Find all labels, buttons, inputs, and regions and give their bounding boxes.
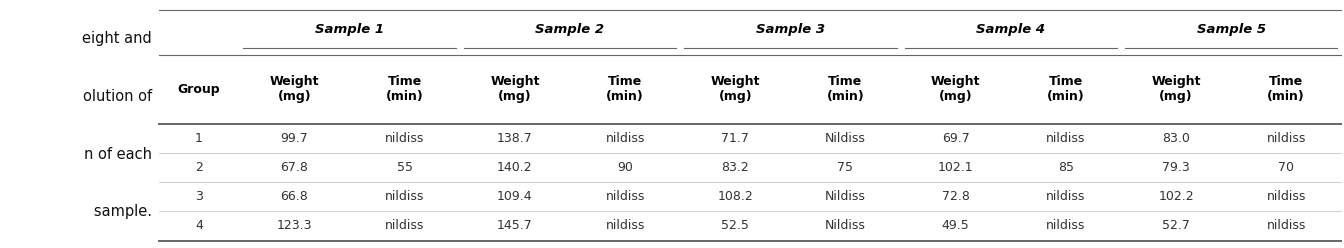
Text: 71.7: 71.7 <box>722 132 749 145</box>
Text: Weight
(mg): Weight (mg) <box>931 75 980 103</box>
Text: 3: 3 <box>195 190 203 203</box>
Text: nildiss: nildiss <box>605 132 645 145</box>
Text: Weight
(mg): Weight (mg) <box>1152 75 1200 103</box>
Text: 79.3: 79.3 <box>1163 161 1189 174</box>
Text: Weight
(mg): Weight (mg) <box>491 75 540 103</box>
Text: 90: 90 <box>617 161 633 174</box>
Text: Time
(min): Time (min) <box>606 75 644 103</box>
Text: Nildiss: Nildiss <box>825 190 866 203</box>
Text: 108.2: 108.2 <box>718 190 753 203</box>
Text: nildiss: nildiss <box>605 190 645 203</box>
Text: nildiss: nildiss <box>1046 219 1086 232</box>
Text: 72.8: 72.8 <box>942 190 969 203</box>
Text: 49.5: 49.5 <box>942 219 969 232</box>
Text: nildiss: nildiss <box>1046 132 1086 145</box>
Text: 52.7: 52.7 <box>1163 219 1189 232</box>
Text: nildiss: nildiss <box>384 132 425 145</box>
Text: Time
(min): Time (min) <box>827 75 864 103</box>
Text: 102.2: 102.2 <box>1159 190 1193 203</box>
Text: Sample 5: Sample 5 <box>1196 23 1266 36</box>
Text: nildiss: nildiss <box>1266 190 1306 203</box>
Text: 66.8: 66.8 <box>281 190 308 203</box>
Text: Time
(min): Time (min) <box>1047 75 1085 103</box>
Text: 75: 75 <box>837 161 853 174</box>
Text: n of each: n of each <box>83 147 152 161</box>
Text: nildiss: nildiss <box>384 190 425 203</box>
Text: Sample 3: Sample 3 <box>755 23 825 36</box>
Text: nildiss: nildiss <box>1266 219 1306 232</box>
Text: 2: 2 <box>195 161 203 174</box>
Text: 123.3: 123.3 <box>277 219 312 232</box>
Text: Group: Group <box>177 83 220 96</box>
Text: nildiss: nildiss <box>1266 132 1306 145</box>
Text: nildiss: nildiss <box>1046 190 1086 203</box>
Text: 109.4: 109.4 <box>497 190 532 203</box>
Text: sample.: sample. <box>79 204 152 219</box>
Text: 83.2: 83.2 <box>722 161 749 174</box>
Text: 102.1: 102.1 <box>938 161 973 174</box>
Text: 70: 70 <box>1278 161 1294 174</box>
Text: Sample 1: Sample 1 <box>314 23 384 36</box>
Text: 1: 1 <box>195 132 203 145</box>
Text: 69.7: 69.7 <box>942 132 969 145</box>
Text: Nildiss: Nildiss <box>825 132 866 145</box>
Text: 52.5: 52.5 <box>722 219 749 232</box>
Text: 83.0: 83.0 <box>1163 132 1189 145</box>
Text: Sample 4: Sample 4 <box>976 23 1046 36</box>
Text: olution of: olution of <box>83 89 152 104</box>
Text: 67.8: 67.8 <box>281 161 308 174</box>
Text: Weight
(mg): Weight (mg) <box>270 75 320 103</box>
Text: Time
(min): Time (min) <box>1267 75 1305 103</box>
Text: nildiss: nildiss <box>384 219 425 232</box>
Text: Time
(min): Time (min) <box>386 75 423 103</box>
Text: 4: 4 <box>195 219 203 232</box>
Text: 85: 85 <box>1058 161 1074 174</box>
Text: nildiss: nildiss <box>605 219 645 232</box>
Text: 145.7: 145.7 <box>497 219 532 232</box>
Text: 138.7: 138.7 <box>497 132 532 145</box>
Text: 140.2: 140.2 <box>497 161 532 174</box>
Text: 99.7: 99.7 <box>281 132 308 145</box>
Text: eight and: eight and <box>82 31 152 46</box>
Text: 55: 55 <box>396 161 413 174</box>
Text: Nildiss: Nildiss <box>825 219 866 232</box>
Text: Sample 2: Sample 2 <box>535 23 605 36</box>
Text: Weight
(mg): Weight (mg) <box>711 75 759 103</box>
